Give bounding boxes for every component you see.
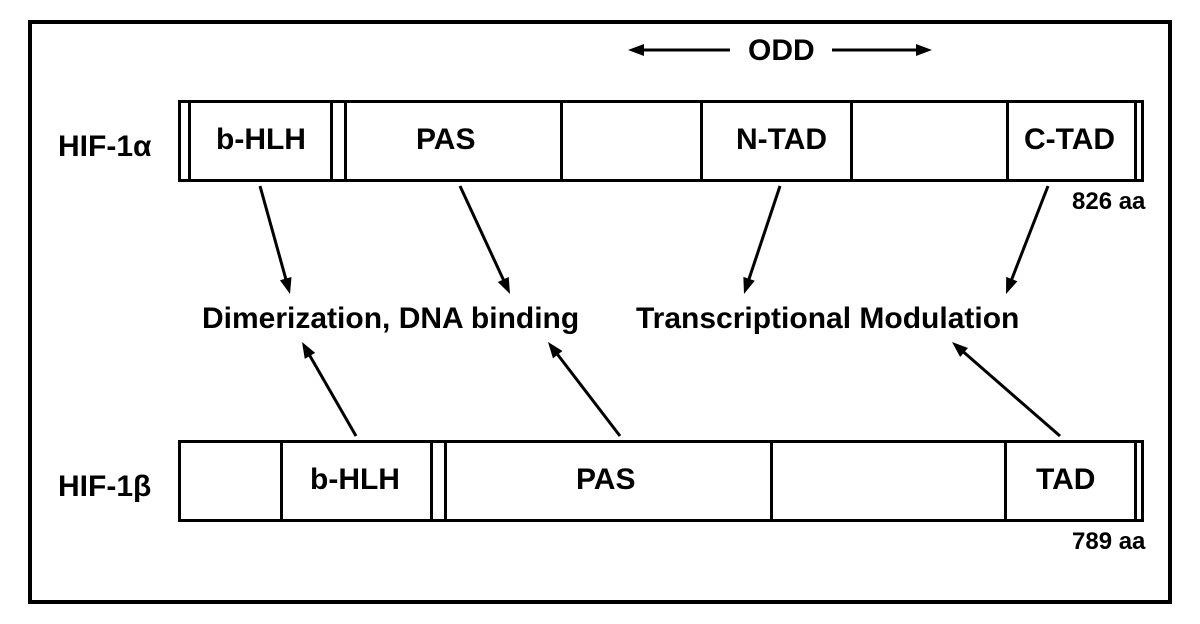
diagram-canvas: ODD HIF-1α HIF-1β b-HLH PAS N-TAD C-TAD … <box>0 0 1200 624</box>
alpha-ntad-to-trans <box>743 186 780 294</box>
alpha-bhlh-to-dimer <box>260 186 291 294</box>
alpha-pas-to-dimer <box>460 186 510 294</box>
arrows-layer <box>0 0 1200 624</box>
beta-tad-to-trans <box>952 342 1060 436</box>
alpha-ctad-to-trans <box>1006 186 1048 294</box>
odd-arrow-right <box>832 44 932 56</box>
odd-arrow-left <box>628 44 730 56</box>
beta-bhlh-to-dimer <box>302 342 356 436</box>
beta-pas-to-dimer <box>548 342 620 436</box>
